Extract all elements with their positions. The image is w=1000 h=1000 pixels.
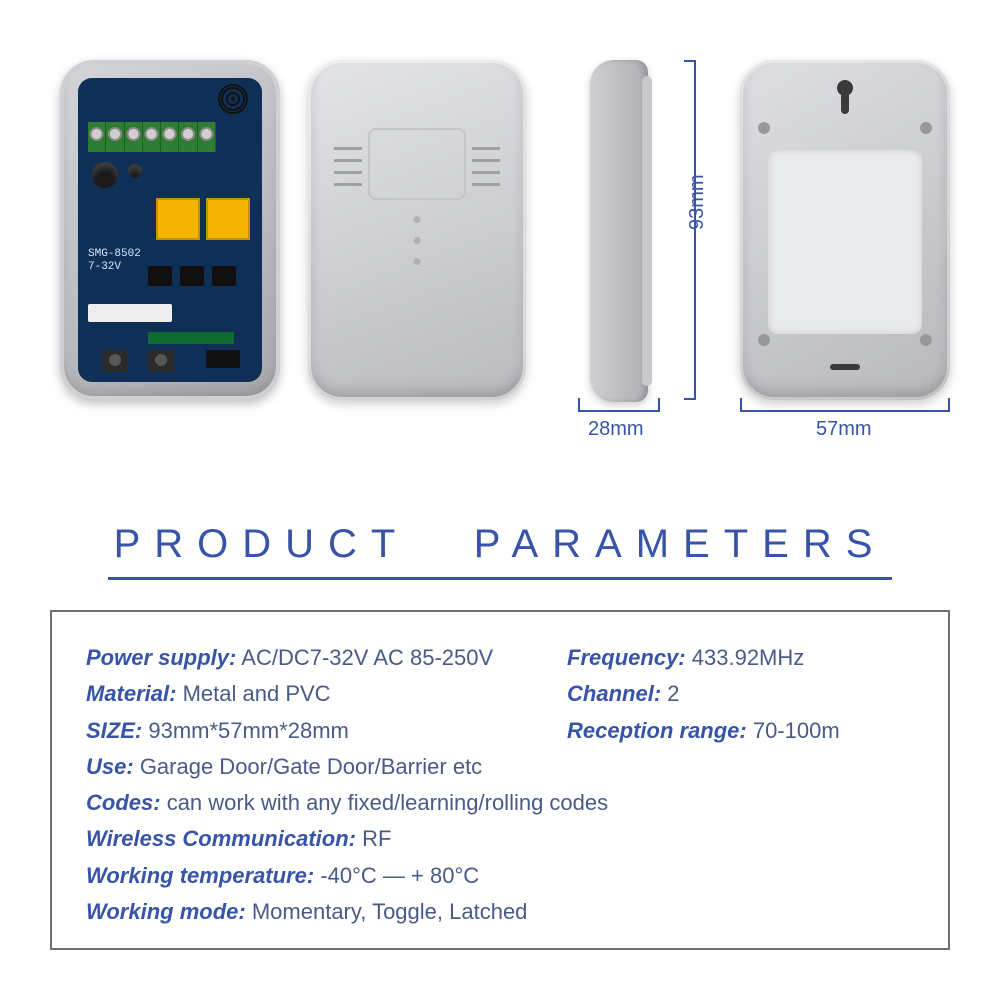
spec-row: Working temperature: -40°C — + 80°C [86,858,914,894]
spec-row: Codes: can work with any fixed/learning/… [86,785,914,821]
device-side-view [590,60,648,402]
spec-key: Codes: [86,790,161,815]
spec-row: Material: Metal and PVC [86,676,537,712]
rf-module-icon [148,332,234,344]
tactile-button-icon [148,350,174,372]
spec-row: Frequency: 433.92MHz [567,640,914,676]
pcb-voltage-text: 7-32V [88,261,141,274]
keyhole-mount-icon [835,80,855,116]
spec-row: Power supply: AC/DC7-32V AC 85-250V [86,640,537,676]
spec-col-left: Power supply: AC/DC7-32V AC 85-250V Mate… [86,640,537,785]
spec-value: 70-100m [753,718,840,743]
dimension-width-label: 57mm [816,418,872,441]
terminal-block [88,122,216,152]
screw-icon [758,122,770,134]
spec-key: Reception range: [567,718,747,743]
front-panel-outline [368,128,466,200]
dimension-depth-label: 28mm [588,418,644,441]
spec-row: Reception range: 70-100m [567,713,914,749]
relay-icon [156,198,200,240]
capacitor-icon [92,162,118,188]
connector-icon [88,304,172,322]
spec-value: Metal and PVC [183,681,331,706]
back-recess [768,150,922,334]
spec-box: Power supply: AC/DC7-32V AC 85-250V Mate… [50,610,950,950]
pin-header-icon [206,350,240,368]
device-front-view [308,60,526,400]
spec-col-right: Frequency: 433.92MHz Channel: 2 Receptio… [567,640,914,785]
spec-key: Wireless Communication: [86,826,356,851]
device-back-view [740,60,950,400]
spec-value: 433.92MHz [692,645,805,670]
spec-key: Channel: [567,681,661,706]
ic-chips [148,266,236,286]
spec-value: Momentary, Toggle, Latched [252,899,528,924]
spec-row: Use: Garage Door/Gate Door/Barrier etc [86,749,537,785]
spec-row: Working mode: Momentary, Toggle, Latched [86,894,914,930]
tactile-buttons [102,350,174,372]
release-slot-icon [830,364,860,370]
spec-value: can work with any fixed/learning/rolling… [167,790,608,815]
spec-value: 2 [667,681,679,706]
antenna-icon [218,84,248,114]
spec-value: 93mm*57mm*28mm [148,718,349,743]
spec-value: RF [362,826,391,851]
section-title-wrap: PRODUCT PARAMETERS [0,522,1000,580]
spec-value: -40°C — + 80°C [320,863,479,888]
relay-icon [206,198,250,240]
screw-icon [758,334,770,346]
tactile-button-icon [102,350,128,372]
device-open-view: SMG-8502 7-32V [60,60,280,400]
dimension-height-label: 93mm [686,174,709,230]
spec-value: AC/DC7-32V AC 85-250V [241,645,493,670]
screw-icon [920,122,932,134]
spec-key: Frequency: [567,645,686,670]
spec-key: Use: [86,754,134,779]
pcb: SMG-8502 7-32V [78,78,262,382]
spec-key: SIZE: [86,718,142,743]
spec-key: Power supply: [86,645,236,670]
capacitor-icon [128,164,142,178]
product-views-row: SMG-8502 7-32V [0,0,1000,500]
spec-row: SIZE: 93mm*57mm*28mm [86,713,537,749]
spec-key: Working temperature: [86,863,314,888]
section-title: PRODUCT PARAMETERS [108,522,893,580]
pcb-model-text: SMG-8502 [88,248,141,261]
pcb-silkscreen-label: SMG-8502 7-32V [88,248,141,274]
spec-key: Material: [86,681,176,706]
spec-row: Channel: 2 [567,676,914,712]
spec-key: Working mode: [86,899,246,924]
spec-full-rows: Codes: can work with any fixed/learning/… [86,785,914,930]
spec-row: Wireless Communication: RF [86,821,914,857]
screw-icon [920,334,932,346]
led-holes [414,216,421,265]
spec-value: Garage Door/Gate Door/Barrier etc [140,754,482,779]
